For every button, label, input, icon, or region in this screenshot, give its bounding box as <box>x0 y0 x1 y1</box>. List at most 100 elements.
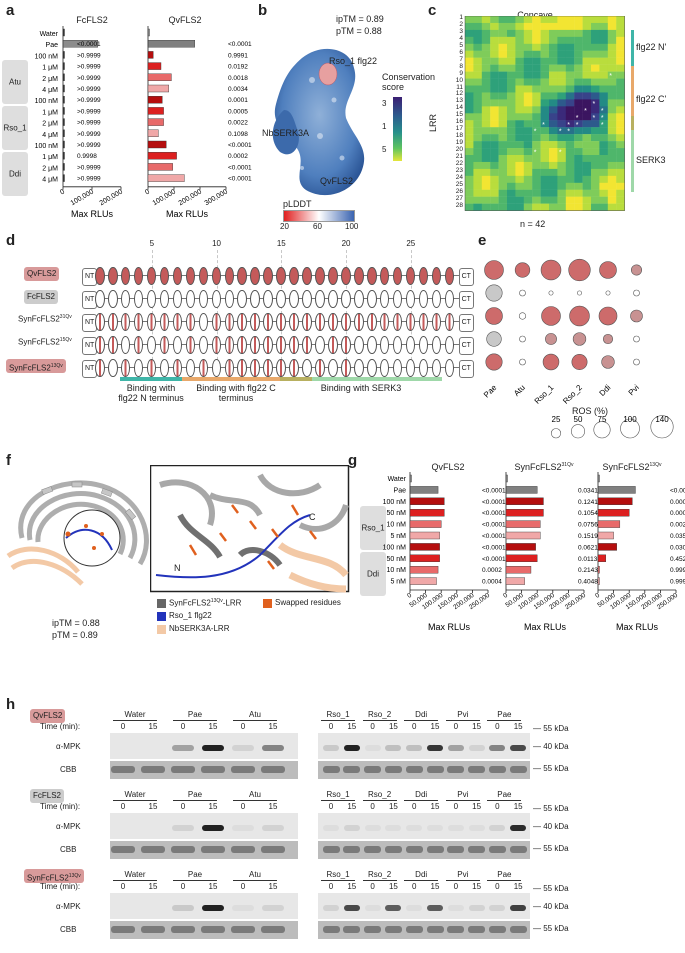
panel-d-lrr-repeat <box>379 359 390 377</box>
panel-c-cell <box>465 71 474 79</box>
panel-c-cell <box>532 50 541 58</box>
panel-d-lrr-repeat <box>354 290 364 308</box>
panel-c-cell <box>507 113 516 121</box>
panel-c-cell <box>582 182 592 190</box>
panel-c-cell <box>498 43 508 51</box>
panel-c-cell <box>574 85 583 93</box>
panel-c-cell <box>498 168 508 177</box>
panel-a-row-label: 4 μM <box>42 132 58 139</box>
panel-h-cbb-band <box>405 766 423 773</box>
panel-c-cell <box>565 36 575 44</box>
panel-h-time: 15 <box>472 802 482 811</box>
panel-d-row: NT CT <box>0 313 474 332</box>
panel-label-b: b <box>258 2 268 19</box>
panel-c-cell <box>481 50 491 58</box>
panel-h-band <box>172 825 194 831</box>
panel-f-legend-swatch-swapped <box>263 599 272 608</box>
panel-c-cell <box>607 71 617 79</box>
panel-h-time: 15 <box>208 802 218 811</box>
panel-c-cell <box>481 175 491 183</box>
panel-h-cbb-band <box>468 766 486 773</box>
panel-a-row-label: 4 μM <box>42 87 58 94</box>
panel-c-cell <box>523 189 533 197</box>
panel-b-label-qvfls2: QvFLS2 <box>320 176 354 186</box>
panel-c-cell <box>574 16 583 24</box>
panel-c-cell <box>591 175 600 183</box>
panel-d-row: NT CT <box>0 267 474 286</box>
panel-g-row-label: 10 nM <box>387 522 407 529</box>
panel-c-cell <box>574 168 583 177</box>
panel-h-treatment-line <box>487 800 522 801</box>
panel-c-cell <box>515 85 524 93</box>
panel-c-cell <box>549 16 558 24</box>
panel-b-ptm: pTM = 0.88 <box>336 26 382 36</box>
panel-d-lrr-repeat <box>354 267 364 285</box>
panel-c-cell <box>599 141 608 149</box>
panel-e-legend-value: 50 <box>574 415 583 424</box>
panel-c-cell <box>557 155 566 163</box>
panel-f-legend-swatch-flg22 <box>157 612 166 621</box>
panel-g-pvalue: 0.9999 <box>670 567 685 574</box>
panel-c-title: Concave <box>517 10 553 20</box>
panel-d-lrr-repeat <box>107 290 118 308</box>
panel-h-cbb-band <box>171 766 195 773</box>
panel-c-cell <box>507 189 516 197</box>
panel-c-cell <box>557 168 566 177</box>
panel-a-fc-pvalue: >0.9999 <box>77 131 101 138</box>
panel-h-cbb-band <box>488 926 506 933</box>
panel-c-cell <box>507 71 516 79</box>
panel-c-cell <box>481 120 491 128</box>
panel-c-cell <box>557 43 566 51</box>
panel-d-lrr-repeat <box>120 313 131 331</box>
panel-c-cell <box>616 127 625 135</box>
panel-c-cell <box>557 64 566 72</box>
panel-d-lrr-repeat <box>250 313 260 331</box>
panel-c-cell <box>540 71 550 79</box>
panel-a-qv-pvalue: 0.1098 <box>228 131 248 138</box>
panel-h-cbb-band <box>384 766 402 773</box>
panel-c-star: * <box>593 101 596 108</box>
panel-h-cbb-band <box>322 926 340 933</box>
panel-a-title-fc: FcFLS2 <box>76 15 108 25</box>
panel-c-cell <box>532 155 541 163</box>
panel-b-plddt-colorbar <box>283 210 355 222</box>
panel-c-cell <box>481 29 491 38</box>
panel-h-treatment-line <box>404 720 439 721</box>
panel-d-lrr-repeat <box>366 336 377 354</box>
panel-e-bubble <box>485 284 503 302</box>
panel-d-bar-serk3 <box>312 377 442 381</box>
panel-d-lrr-repeat <box>328 336 338 354</box>
panel-g-bar <box>505 474 508 483</box>
panel-c-star: * <box>584 108 587 115</box>
panel-d-lrr-repeat <box>120 290 131 308</box>
panel-c-cell <box>490 127 499 135</box>
panel-c-star: * <box>567 122 570 129</box>
panel-h-band <box>447 745 464 751</box>
panel-c-row-label: 12 <box>455 90 463 98</box>
panel-d-lrr-repeat <box>172 336 183 354</box>
panel-h-cbb-band <box>111 926 135 933</box>
panel-c-cell <box>532 120 541 128</box>
panel-c-cell <box>574 106 583 114</box>
panel-d-lrr-repeat <box>379 267 390 285</box>
panel-h-cbb-band <box>201 846 225 853</box>
panel-c-cell <box>591 22 600 31</box>
panel-c-cell <box>540 196 550 204</box>
panel-c-cell <box>607 168 617 177</box>
panel-d-lrr-repeat <box>250 336 260 354</box>
panel-c-cell <box>599 64 608 72</box>
panel-e-bubble <box>572 332 587 346</box>
panel-c-cell <box>532 127 541 135</box>
panel-c-cell <box>549 175 558 183</box>
panel-c-cell <box>498 71 508 79</box>
panel-c-cell <box>557 71 566 79</box>
panel-d-lrr-repeat <box>263 290 273 308</box>
panel-h-cbb-band <box>509 926 527 933</box>
panel-c-cell <box>532 148 541 156</box>
panel-d-ct: CT <box>458 268 474 286</box>
panel-d-lrr-repeat <box>107 359 118 377</box>
panel-d-tick-line <box>281 250 283 370</box>
panel-c-cell <box>557 78 566 86</box>
panel-h-time: 15 <box>430 722 440 731</box>
panel-g-pvalue: 0.0001 <box>670 510 685 517</box>
